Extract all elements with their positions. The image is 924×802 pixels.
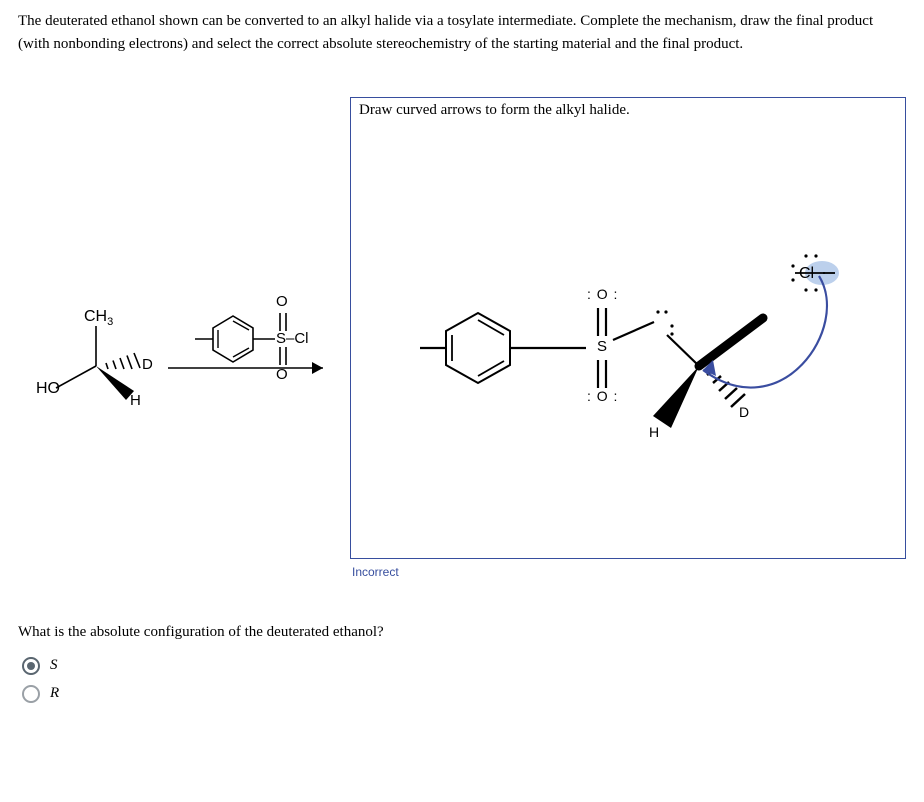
- radio-group: S R: [18, 657, 906, 703]
- stereochem-question: What is the absolute configuration of th…: [18, 624, 906, 641]
- panel-S: S: [597, 338, 607, 355]
- label-HO: HO: [36, 380, 60, 398]
- drawing-panel[interactable]: Draw curved arrows to form the alkyl hal…: [350, 97, 906, 559]
- mechanism-row: HO CH3 D H S–Cl O O Draw curved arrows t…: [18, 97, 906, 559]
- radio-label-S: S: [50, 657, 58, 674]
- panel-O-top: : O :: [587, 286, 618, 302]
- label-D: D: [142, 356, 153, 373]
- radio-dot-S[interactable]: [22, 657, 40, 675]
- starting-material-scheme: HO CH3 D H S–Cl O O: [18, 208, 340, 448]
- feedback-text: Incorrect: [352, 565, 906, 579]
- radio-option-S[interactable]: S: [22, 657, 906, 675]
- radio-option-R[interactable]: R: [22, 685, 906, 703]
- label-CH3: CH3: [84, 308, 113, 328]
- panel-O-bot: : O :: [587, 388, 618, 404]
- radio-label-R: R: [50, 685, 59, 702]
- label-H: H: [130, 392, 141, 409]
- panel-D: D: [739, 404, 749, 420]
- label-O-top: O: [276, 293, 288, 310]
- label-O-bot: O: [276, 366, 288, 383]
- panel-H: H: [649, 424, 659, 440]
- label-SCl: S–Cl: [276, 330, 309, 347]
- radio-dot-R[interactable]: [22, 685, 40, 703]
- question-prompt: The deuterated ethanol shown can be conv…: [18, 10, 906, 57]
